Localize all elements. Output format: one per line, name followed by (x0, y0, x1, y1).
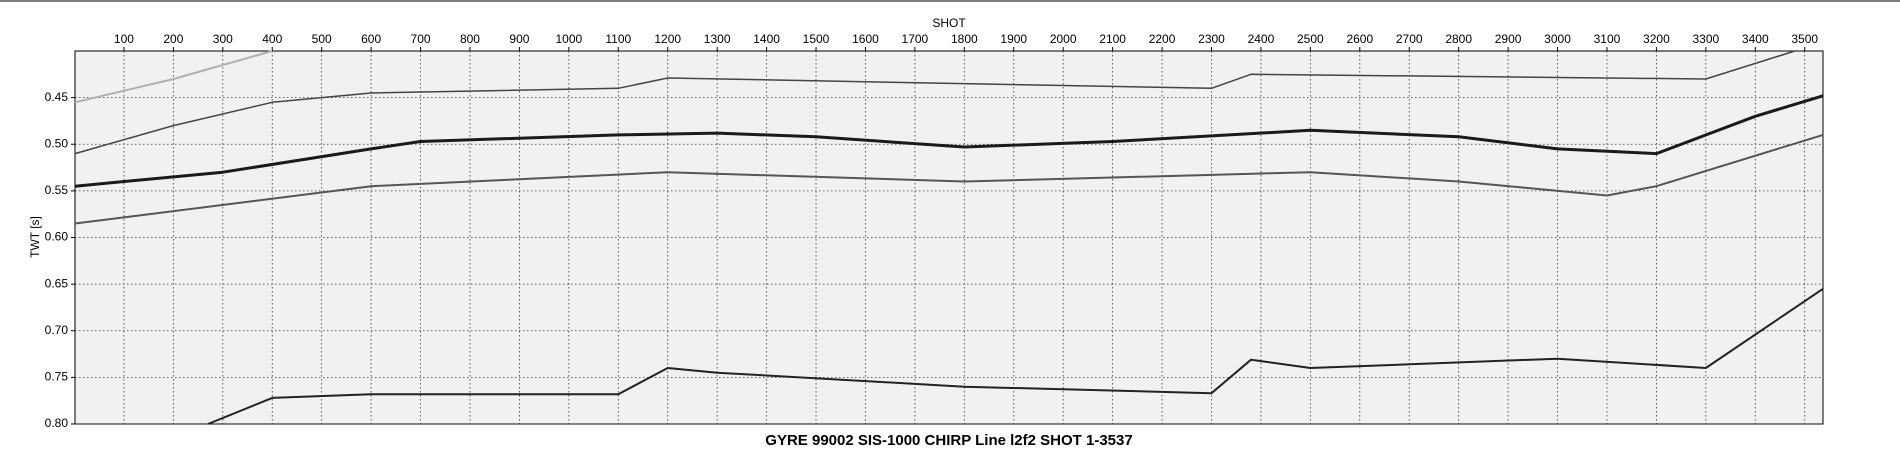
x-tick-label: 1900 (1000, 32, 1027, 46)
y-tick-label: 0.60 (45, 230, 69, 244)
x-tick-label: 800 (460, 32, 480, 46)
horizon-line (74, 94, 1824, 188)
x-tick-label: 1700 (902, 32, 929, 46)
x-tick-label: 3500 (1791, 32, 1818, 46)
x-tick-label: 1200 (654, 32, 681, 46)
horizon-line (74, 50, 1796, 155)
horizon-line (207, 287, 1824, 425)
x-tick-label: 2100 (1099, 32, 1126, 46)
x-tick-label: 400 (262, 32, 282, 46)
x-tick-label: 3100 (1594, 32, 1621, 46)
x-tick-label: 2500 (1297, 32, 1324, 46)
x-tick-label: 1600 (852, 32, 879, 46)
horizon-line (74, 50, 273, 104)
x-tick-label: 700 (411, 32, 431, 46)
y-tick-label: 0.65 (45, 276, 69, 290)
x-tick-label: 3400 (1742, 32, 1769, 46)
y-tick-label: 0.80 (45, 416, 69, 430)
x-tick-label: 2200 (1149, 32, 1176, 46)
x-tick-label: 3000 (1544, 32, 1571, 46)
x-tick-label: 2700 (1396, 32, 1423, 46)
x-tick-label: 2900 (1495, 32, 1522, 46)
x-tick-label: 900 (509, 32, 529, 46)
x-tick-label: 1500 (803, 32, 830, 46)
x-tick-label: 2000 (1050, 32, 1077, 46)
x-tick-label: 2400 (1248, 32, 1275, 46)
x-tick-label: 1800 (951, 32, 978, 46)
x-tick-label: 1400 (753, 32, 780, 46)
y-tick-label: 0.75 (45, 370, 69, 384)
x-tick-label: 3300 (1692, 32, 1719, 46)
x-tick-label: 2300 (1198, 32, 1225, 46)
y-tick-label: 0.50 (45, 136, 69, 150)
x-tick-label: 500 (312, 32, 332, 46)
x-axis-label: SHOT (932, 16, 966, 30)
x-tick-label: 1100 (605, 32, 631, 46)
x-tick-label: 100 (114, 32, 134, 46)
x-tick-label: 1300 (704, 32, 731, 46)
y-tick-label: 0.55 (45, 183, 69, 197)
plot-area (74, 50, 1824, 425)
x-tick-label: 3200 (1643, 32, 1670, 46)
y-tick-label: 0.70 (45, 323, 69, 337)
chart-title: GYRE 99002 SIS-1000 CHIRP Line l2f2 SHOT… (765, 432, 1132, 449)
x-tick-label: 200 (163, 32, 183, 46)
y-tick-label: 0.45 (45, 90, 69, 104)
x-tick-label: 2600 (1346, 32, 1373, 46)
x-tick-label: 2800 (1445, 32, 1472, 46)
horizon-line (74, 133, 1824, 225)
x-tick-label: 1000 (555, 32, 582, 46)
y-axis-label: TWT [s] (28, 216, 42, 258)
x-tick-label: 600 (361, 32, 381, 46)
x-tick-label: 300 (213, 32, 233, 46)
